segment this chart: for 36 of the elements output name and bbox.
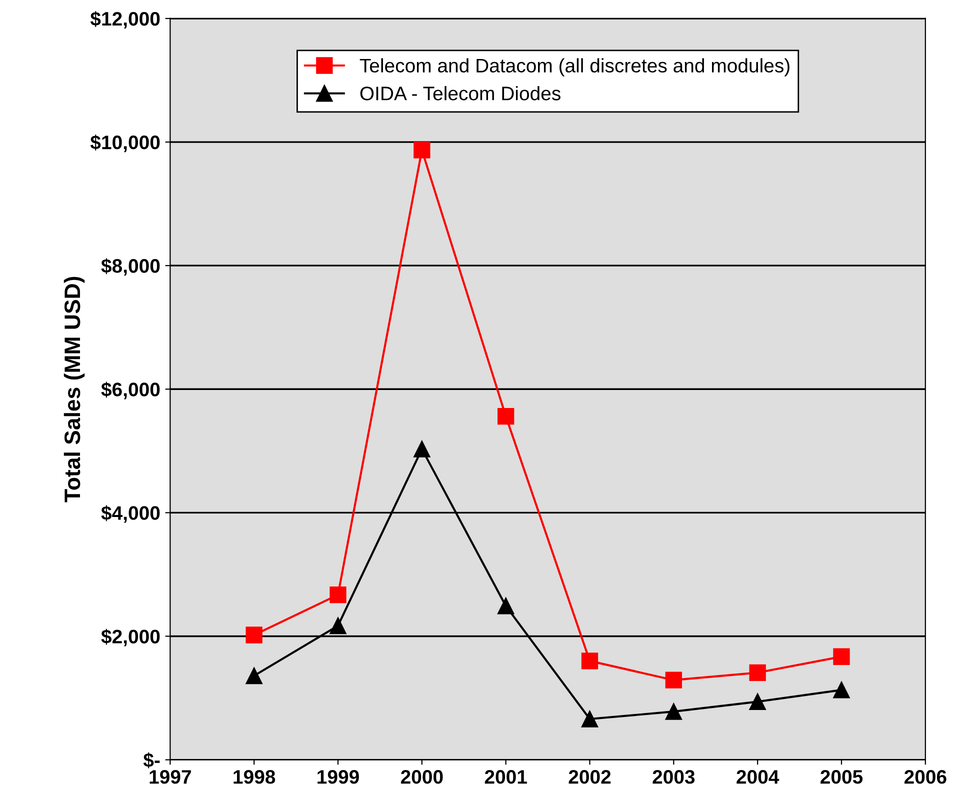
point <box>246 667 262 684</box>
x-tick-label: 2002 <box>568 770 611 784</box>
point <box>246 626 262 644</box>
x-tick-label: 2001 <box>484 770 527 784</box>
point <box>581 652 598 670</box>
point <box>833 648 850 665</box>
y-tick-label: $8,000 <box>101 258 160 276</box>
x-tick-label: 2005 <box>820 770 863 784</box>
point <box>665 703 682 720</box>
point <box>330 617 346 634</box>
point <box>497 408 514 425</box>
legend-label: OIDA - Telecom Diodes <box>360 86 560 100</box>
point <box>330 586 346 604</box>
x-tick-label: 1999 <box>318 770 359 784</box>
legend-label: Telecom and Datacom (all discretes and modules) <box>360 58 790 76</box>
point <box>749 693 766 710</box>
x-tick-label: 1998 <box>234 770 276 784</box>
point <box>833 682 850 698</box>
x-tick-label: 2004 <box>736 770 780 784</box>
point <box>414 440 430 458</box>
y-tick-label: $6,000 <box>101 382 160 400</box>
y-axis-title: Total Sales (MM USD) <box>64 276 85 502</box>
y-tick-label: $10,000 <box>90 134 160 152</box>
y-tick-label: $- <box>143 752 160 768</box>
y-tick-label: $4,000 <box>101 505 160 523</box>
point <box>665 672 682 688</box>
point <box>749 664 766 682</box>
x-tick-label: 1997 <box>150 770 191 784</box>
point <box>414 142 430 158</box>
x-tick-label: 2000 <box>400 770 443 784</box>
point <box>497 598 514 614</box>
y-tick-label: $12,000 <box>90 11 160 29</box>
x-tick-label: 2006 <box>904 770 946 784</box>
x-tick-label: 2003 <box>652 770 695 784</box>
point <box>581 710 598 728</box>
y-tick-label: $2,000 <box>101 628 160 646</box>
